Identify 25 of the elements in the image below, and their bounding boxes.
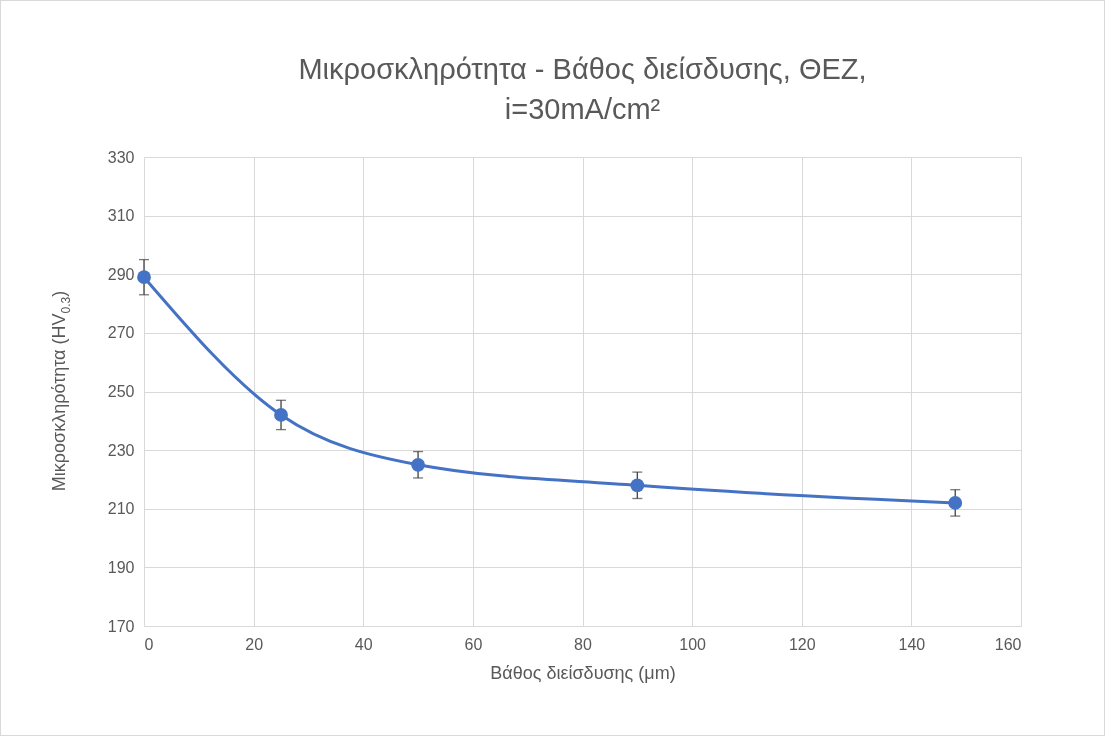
x-tick-label: 60 [464, 635, 483, 653]
x-tick-label: 0 [144, 635, 154, 653]
y-tick-label: 310 [107, 207, 135, 225]
x-tick-label: 100 [679, 635, 707, 653]
x-tick-label: 40 [354, 635, 373, 653]
x-axis-title: Βάθος διείσδυσης (μm) [490, 662, 676, 683]
y-tick-label: 170 [107, 617, 135, 635]
point [411, 457, 425, 472]
y-tick-label: 190 [107, 558, 135, 576]
x-tick-label: 120 [788, 635, 816, 653]
chart-title: Μικροσκληρότητα - Βάθος διείσδυσης, ΘΕΖ, i=30mA/cm² [298, 53, 867, 125]
y-tick-label: 290 [107, 265, 135, 283]
point [948, 496, 963, 510]
point [274, 408, 288, 422]
point [137, 270, 151, 285]
y-tick-label: 250 [107, 383, 135, 400]
y-tick-label: 270 [107, 324, 135, 342]
x-tick-label: 80 [574, 635, 592, 653]
x-tick-label: 140 [898, 635, 926, 653]
x-tick-label: 160 [994, 635, 1022, 653]
y-tick-label: 230 [107, 441, 135, 459]
x-tick-label: 20 [245, 635, 264, 653]
y-tick-label: 210 [107, 500, 135, 518]
point [630, 478, 645, 493]
y-tick-label: 330 [107, 148, 135, 166]
